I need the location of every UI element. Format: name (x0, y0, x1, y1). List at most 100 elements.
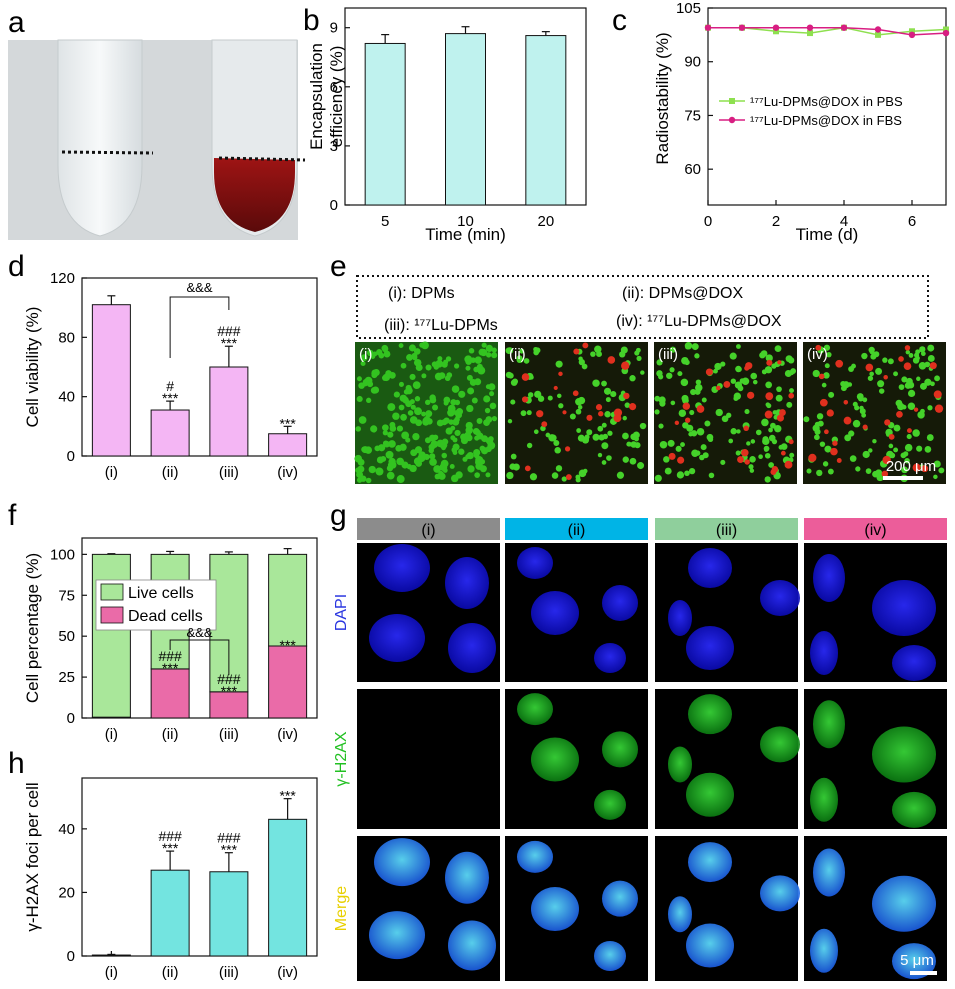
panel-letter-a: a (8, 6, 25, 39)
live-cell (669, 367, 675, 373)
live-cell (357, 458, 365, 466)
live-cell (388, 371, 396, 379)
live-cell (529, 473, 538, 481)
live-cell (366, 349, 374, 357)
live-cell (765, 354, 773, 362)
live-cell (590, 351, 596, 357)
legend-item-ii: (ii): DPMs@DOX (622, 285, 743, 302)
dead-cell (745, 362, 753, 370)
live-cell (750, 372, 758, 380)
bar (91, 954, 131, 957)
data-point (874, 26, 882, 33)
live-cell (473, 452, 480, 459)
live-cell (412, 432, 420, 441)
live-cell (865, 468, 872, 474)
dead-cell (668, 452, 676, 460)
live-cell (713, 368, 718, 374)
live-cell (823, 372, 830, 379)
fluorescence-image: (iii) (654, 341, 797, 484)
live-cell (819, 441, 826, 447)
live-cell (597, 452, 603, 458)
live-cell (868, 448, 873, 453)
nucleus (760, 726, 800, 763)
live-cell (488, 436, 494, 442)
nucleus (668, 746, 692, 783)
fluorescence-image: (iv) (803, 342, 946, 484)
live-cell (695, 379, 702, 385)
dotted-level-line-right (218, 156, 306, 162)
panel-letter-c: c (612, 4, 627, 37)
live-cell (429, 396, 437, 404)
panel-letter-b: b (303, 4, 320, 37)
x-tick-label: (ii) (162, 726, 179, 743)
dead-cell (573, 348, 580, 355)
confocal-image (655, 836, 800, 981)
live-cell (548, 434, 556, 442)
column-header-label: (ii) (568, 522, 586, 539)
live-cell (450, 399, 457, 406)
dead-cell (621, 361, 630, 370)
live-cell (481, 342, 487, 348)
confocal-image (505, 689, 648, 829)
row-label: γ-H2AX (333, 731, 350, 786)
live-cell (758, 454, 763, 460)
live-cell (433, 465, 441, 473)
live-cell (680, 442, 685, 448)
live-cell (432, 404, 439, 411)
legend-swatch (100, 606, 124, 624)
live-cell (414, 396, 421, 402)
live-cell (816, 469, 823, 477)
confocal-image (357, 689, 500, 829)
live-cell (485, 352, 492, 358)
bar (364, 42, 406, 206)
live-cell (636, 355, 642, 361)
live-cell (510, 399, 516, 405)
dead-cell (674, 420, 680, 426)
live-cell (904, 443, 913, 452)
live-cell (776, 386, 782, 393)
live-cell (412, 381, 421, 390)
legend-item-i: (i): DPMs (388, 285, 455, 302)
live-cell (366, 381, 374, 388)
y-tick-label: 75 (58, 587, 75, 604)
legend-item-iv: (iv): ¹⁷⁷Lu-DPMs@DOX (616, 313, 782, 330)
dead-cell (826, 409, 834, 417)
live-cell (664, 467, 672, 475)
stacked-bar-segment (268, 553, 308, 647)
live-cell (607, 430, 613, 436)
live-cell (485, 472, 491, 478)
live-cell (396, 457, 404, 466)
live-cell (814, 428, 821, 435)
data-point (772, 24, 780, 31)
live-cell (765, 402, 770, 407)
dead-cell (906, 428, 912, 434)
live-cell (916, 445, 923, 452)
live-cell (670, 400, 676, 406)
column-header (655, 518, 798, 540)
dead-cell (808, 453, 817, 462)
bracket-label: &&& (186, 280, 212, 295)
live-cell (627, 442, 633, 447)
live-cell (748, 464, 754, 470)
dead-cell (818, 373, 825, 380)
nucleus (892, 645, 936, 681)
live-cell (927, 355, 935, 362)
dead-cell (912, 463, 921, 472)
live-cell (622, 432, 629, 440)
live-cell (592, 433, 600, 441)
x-tick-label: (iii) (219, 464, 239, 481)
live-cell (516, 355, 523, 362)
nucleus (686, 923, 734, 968)
live-cell (762, 437, 770, 446)
live-cell (659, 440, 668, 449)
dead-cell (705, 368, 713, 376)
live-cell (506, 471, 514, 480)
live-cell (414, 407, 422, 416)
live-cell (477, 366, 484, 373)
live-cell (392, 412, 400, 420)
column-header (357, 518, 500, 540)
live-cell (761, 418, 769, 427)
live-cell (400, 362, 407, 369)
live-cell (675, 445, 682, 452)
live-cell (924, 445, 932, 453)
